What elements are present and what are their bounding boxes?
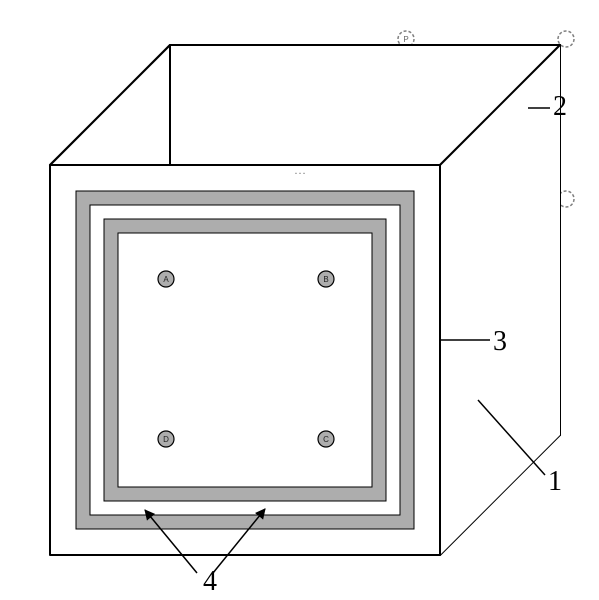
front-corner-label: C: [323, 435, 329, 444]
callout-2-label: 2: [553, 91, 567, 122]
front-corner-label: B: [323, 275, 328, 284]
front-face: ABCD…: [50, 163, 440, 555]
callout-4-label: 4: [203, 566, 217, 597]
right-face-fill: [440, 45, 560, 555]
callout-1-label: 1: [548, 466, 562, 497]
back-corner-label: P: [403, 35, 408, 44]
front-corner-label: A: [163, 275, 169, 284]
inner-square: [118, 233, 372, 487]
callout-3-label: 3: [493, 326, 507, 357]
front-corner-label: D: [163, 435, 169, 444]
